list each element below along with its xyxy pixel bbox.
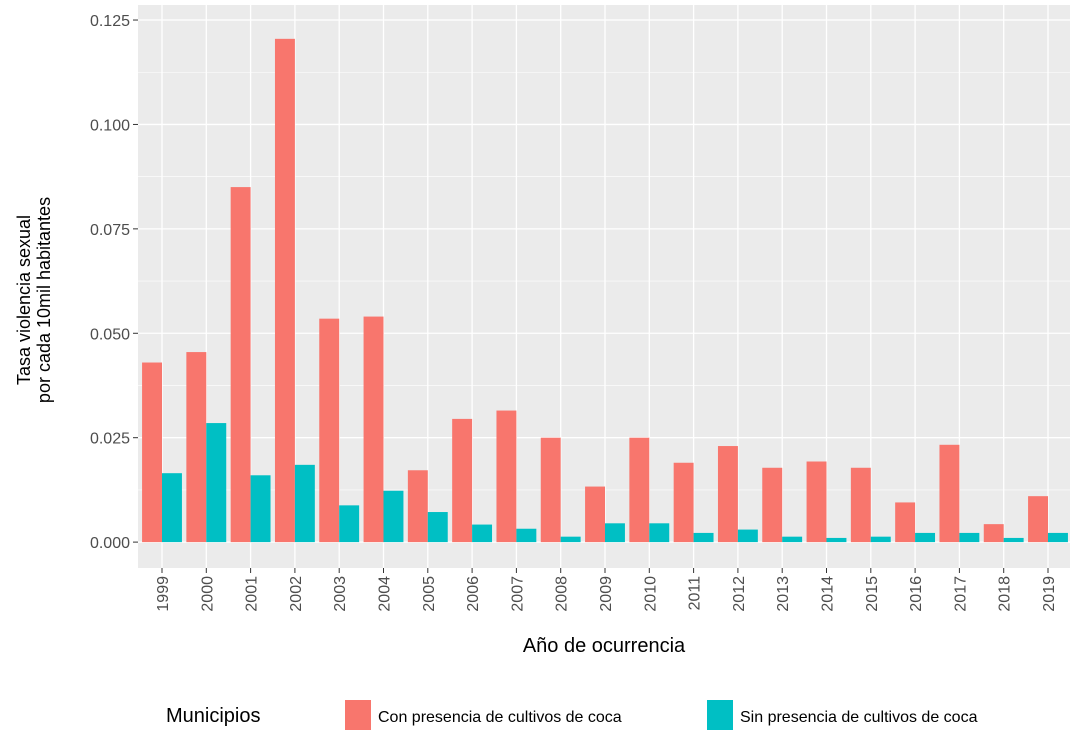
bar — [1048, 532, 1068, 543]
bar — [826, 537, 847, 543]
x-tick-label: 2011 — [687, 576, 704, 611]
x-tick-label: 2017 — [952, 576, 969, 612]
bar — [319, 318, 340, 543]
x-tick-label: 2014 — [820, 576, 837, 612]
y-tick-label: 0.100 — [90, 117, 130, 134]
bar — [782, 536, 803, 543]
bar — [452, 418, 473, 543]
x-tick-label: 2003 — [332, 576, 349, 612]
x-tick-label: 2007 — [509, 576, 526, 612]
bar — [717, 446, 738, 543]
legend-label: Con presencia de cultivos de coca — [378, 709, 622, 726]
x-tick-label: 2013 — [775, 576, 792, 612]
bar — [162, 473, 182, 543]
x-tick-label: 2000 — [199, 576, 216, 612]
bar — [1003, 537, 1024, 543]
x-tick-label: 2008 — [554, 576, 571, 612]
x-tick-label: 2016 — [908, 576, 925, 612]
bar — [673, 462, 694, 543]
bar — [762, 467, 783, 543]
bar — [407, 470, 428, 543]
x-axis-label: Año de ocurrencia — [523, 635, 686, 657]
bar — [693, 532, 714, 543]
legend-key — [707, 700, 733, 730]
bar — [649, 523, 670, 543]
bar — [206, 423, 227, 543]
x-tick-label: 2015 — [864, 576, 881, 612]
y-tick-label: 0.075 — [90, 222, 130, 239]
bar — [186, 352, 207, 543]
x-tick-label: 2009 — [598, 576, 615, 612]
bar — [472, 524, 493, 543]
x-tick-label: 2005 — [421, 576, 438, 612]
y-tick-label: 0.000 — [90, 535, 130, 552]
x-tick-label: 2018 — [997, 576, 1014, 612]
bar — [560, 536, 581, 543]
x-tick-label: 1999 — [155, 576, 172, 612]
y-axis-label: Tasa violencia sexual — [14, 215, 34, 385]
bar — [383, 490, 404, 543]
x-tick-label: 2002 — [288, 576, 305, 612]
y-tick-label: 0.125 — [90, 13, 130, 30]
bar — [850, 467, 871, 543]
bar — [939, 444, 960, 543]
bar — [1028, 496, 1048, 543]
bar — [629, 437, 650, 543]
bar — [585, 486, 605, 543]
y-tick-label: 0.050 — [90, 326, 130, 343]
legend-title: Municipios — [166, 705, 260, 727]
bar — [339, 505, 360, 543]
bar — [250, 475, 271, 543]
bar — [983, 524, 1004, 543]
bar — [496, 410, 517, 543]
bar — [230, 187, 251, 543]
bar — [870, 536, 891, 543]
legend-label: Sin presencia de cultivos de coca — [740, 709, 978, 726]
bar — [959, 532, 980, 543]
bar — [516, 528, 537, 543]
bar — [294, 464, 315, 543]
bar — [540, 437, 561, 543]
bar — [363, 316, 384, 543]
bar — [895, 502, 916, 543]
bar — [737, 529, 758, 543]
y-tick-label: 0.025 — [90, 431, 130, 448]
y-axis-label: por cada 10mil habitantes — [34, 197, 54, 403]
x-tick-label: 2001 — [244, 576, 261, 612]
bar — [605, 523, 625, 543]
bar — [142, 362, 162, 543]
x-tick-label: 2012 — [731, 576, 748, 612]
bar — [915, 532, 936, 543]
x-tick-label: 2019 — [1041, 576, 1058, 612]
x-tick-label: 2006 — [465, 576, 482, 612]
bar — [427, 512, 448, 543]
x-tick-label: 2004 — [377, 576, 394, 612]
bar — [274, 38, 295, 543]
x-tick-label: 2010 — [642, 576, 659, 612]
legend-key — [345, 700, 371, 730]
bar — [806, 461, 827, 543]
